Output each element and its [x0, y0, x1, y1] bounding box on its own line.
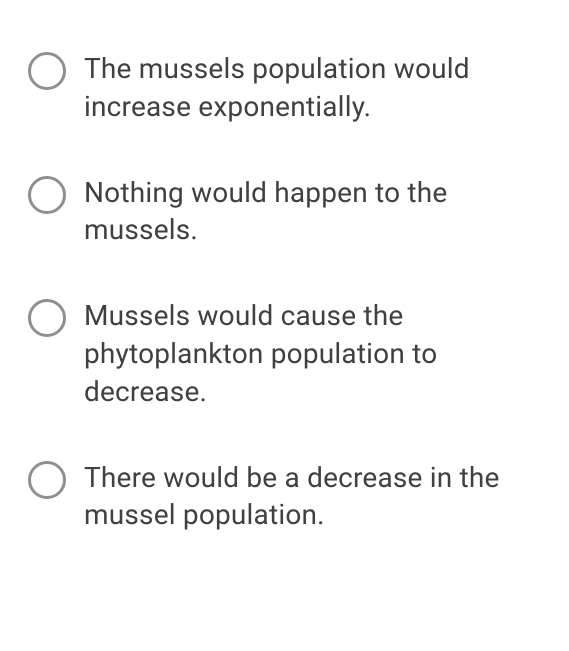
option-label: Nothing would happen to the mussels.: [84, 174, 541, 250]
option-row[interactable]: Mussels would cause the phytoplankton po…: [28, 297, 541, 410]
radio-icon: [28, 299, 66, 337]
radio-icon: [28, 52, 66, 90]
option-label: The mussels population would increase ex…: [84, 50, 541, 126]
option-label: There would be a decrease in the mussel …: [84, 459, 541, 535]
option-label: Mussels would cause the phytoplankton po…: [84, 297, 541, 410]
option-row[interactable]: There would be a decrease in the mussel …: [28, 459, 541, 535]
radio-icon: [28, 461, 66, 499]
radio-icon: [28, 176, 66, 214]
option-row[interactable]: Nothing would happen to the mussels.: [28, 174, 541, 250]
option-row[interactable]: The mussels population would increase ex…: [28, 50, 541, 126]
options-container: The mussels population would increase ex…: [28, 50, 541, 534]
